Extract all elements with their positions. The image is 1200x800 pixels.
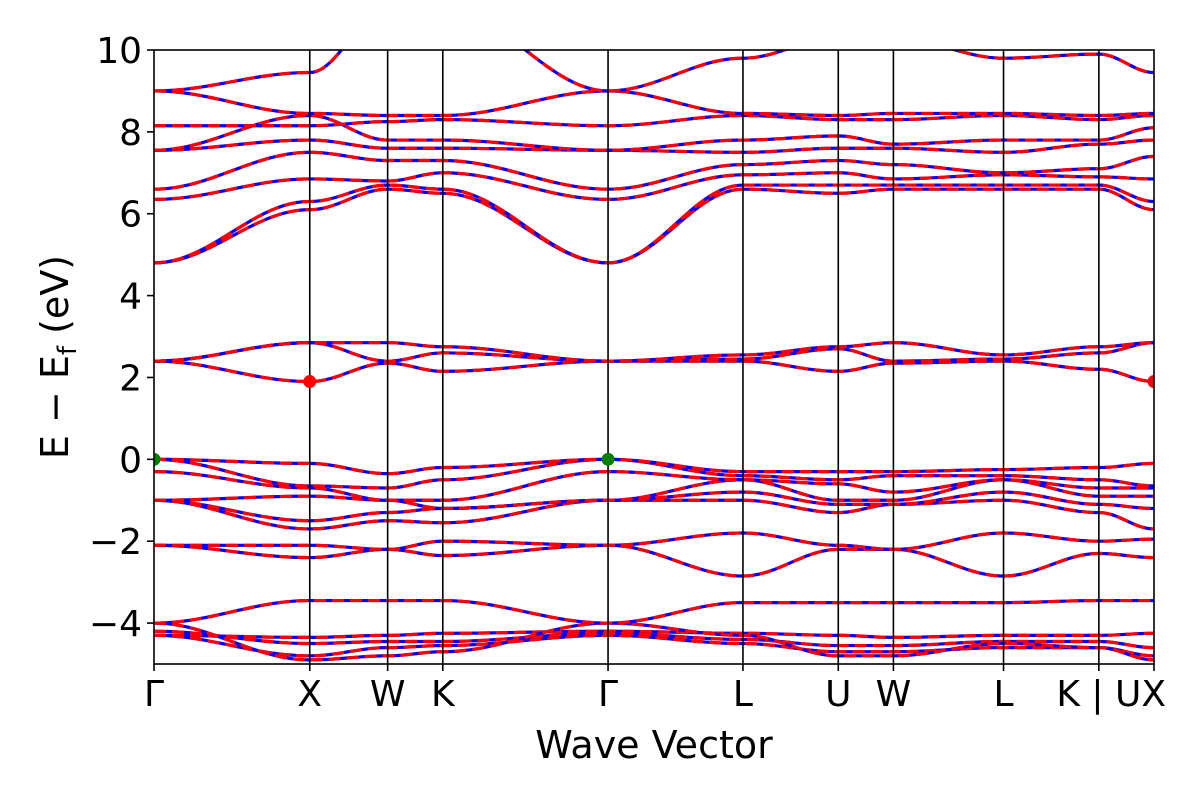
x-axis-label: Wave Vector xyxy=(535,723,773,767)
x-tick-label: K | U xyxy=(1056,674,1141,715)
x-tick-label: Γ xyxy=(144,674,164,715)
y-axis-label-unit: (eV) xyxy=(33,255,77,346)
x-tick-label: U xyxy=(825,674,851,715)
x-tick-label: W xyxy=(370,674,406,715)
x-tick-label: W xyxy=(876,674,912,715)
band-25-spin-up xyxy=(154,50,1154,93)
y-tick-label: 4 xyxy=(119,277,142,318)
y-tick-label: 8 xyxy=(119,113,142,154)
band-10-spin-up xyxy=(154,478,1154,511)
y-tick-label: 0 xyxy=(119,440,142,481)
band-2-spin-up xyxy=(154,633,1154,658)
y-tick-label: −4 xyxy=(89,604,142,645)
x-tick-label: X xyxy=(297,674,322,715)
y-tick-label: 10 xyxy=(96,31,142,72)
y-ticks: −4 −2 0 2 4 6 8 10 xyxy=(89,31,154,645)
y-axis-label: E − Ef (eV) xyxy=(33,255,83,459)
cbm-marker-3 xyxy=(303,375,317,389)
band-21-spin-up xyxy=(154,138,1154,154)
vbm-marker-1 xyxy=(154,452,161,466)
band-23-spin-up xyxy=(154,113,1154,128)
y-tick-label: −2 xyxy=(89,522,142,563)
extrema-markers xyxy=(154,375,1154,466)
cbm-marker-4 xyxy=(1147,375,1154,389)
x-tick-label: K xyxy=(431,674,456,715)
x-tick-label: X xyxy=(1141,674,1166,715)
x-tick-label: Γ xyxy=(598,674,618,715)
band-16-spin-up xyxy=(154,341,1154,363)
band-3-spin-up xyxy=(154,629,1154,650)
y-axis-label-main: E − E xyxy=(33,355,77,459)
x-tick-label: L xyxy=(994,674,1014,715)
x-tick-label: L xyxy=(733,674,753,715)
y-tick-label: 6 xyxy=(119,195,142,236)
high-symmetry-lines xyxy=(308,50,1100,664)
y-axis-label-subscript: f xyxy=(53,345,83,355)
vbm-marker-2 xyxy=(601,452,615,466)
band-9-spin-up xyxy=(154,490,1154,523)
band-15-spin-up xyxy=(154,341,1154,363)
y-tick-label: 2 xyxy=(119,358,142,399)
band-7-spin-up xyxy=(154,531,1154,551)
plot-frame xyxy=(153,49,1155,665)
band-13-spin-up xyxy=(154,457,1154,476)
band-1-spin-up xyxy=(154,629,1154,639)
